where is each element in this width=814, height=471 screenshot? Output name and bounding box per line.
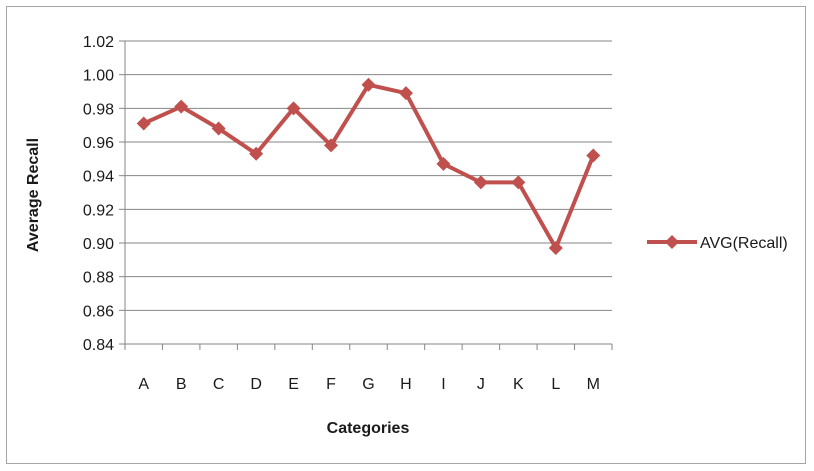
data-point-diamond-icon	[211, 121, 226, 136]
x-tick-label: D	[250, 376, 262, 393]
series-markers	[136, 77, 601, 256]
data-point-diamond-icon	[511, 175, 526, 190]
y-tick-label: 0.94	[83, 169, 114, 186]
x-tick-label: G	[362, 376, 374, 393]
data-point-diamond-icon	[286, 101, 301, 116]
x-tick-label: K	[513, 376, 524, 393]
y-axis-title: Average Recall	[25, 138, 42, 252]
y-tick-label: 0.84	[83, 337, 114, 354]
legend-label: AVG(Recall)	[700, 235, 788, 252]
x-tick-label: H	[400, 376, 412, 393]
x-tick-label: A	[138, 376, 149, 393]
data-point-diamond-icon	[324, 138, 339, 153]
data-point-diamond-icon	[473, 175, 488, 190]
legend-diamond-icon	[665, 235, 679, 249]
data-point-diamond-icon	[398, 86, 413, 101]
y-tick-label: 0.96	[83, 135, 114, 152]
data-point-diamond-icon	[548, 241, 563, 256]
y-tick-label: 0.88	[83, 270, 114, 287]
y-tick-label: 0.90	[83, 236, 114, 253]
x-tick-label: C	[213, 376, 225, 393]
data-point-diamond-icon	[249, 146, 264, 161]
data-point-diamond-icon	[174, 99, 189, 114]
data-point-diamond-icon	[436, 156, 451, 171]
legend: AVG(Recall)	[647, 235, 788, 252]
data-point-diamond-icon	[136, 116, 151, 131]
x-tick-label: I	[441, 376, 445, 393]
x-tick-label: J	[477, 376, 485, 393]
y-tick-label: 1.02	[83, 34, 114, 51]
series-line	[142, 82, 596, 251]
y-tick-label: 0.98	[83, 101, 114, 118]
x-tick-label: M	[587, 376, 600, 393]
x-axis-title: Categories	[327, 420, 410, 437]
axes	[119, 40, 613, 350]
y-tick-label: 0.92	[83, 202, 114, 219]
y-tick-label: 0.86	[83, 303, 114, 320]
x-tick-label: B	[176, 376, 187, 393]
series-lines	[142, 82, 596, 251]
x-tick-labels: A B C D E F G H I J K L M	[138, 376, 600, 393]
x-tick-label: E	[288, 376, 299, 393]
x-tick-label: F	[326, 376, 336, 393]
gridlines	[125, 40, 612, 311]
y-tick-labels: 0.84 0.86 0.88 0.90 0.92 0.94 0.96 0.98 1.00 1.02	[83, 34, 114, 354]
chart-frame	[6, 6, 806, 464]
data-point-diamond-icon	[361, 77, 376, 92]
x-tick-label: L	[551, 376, 560, 393]
data-point-diamond-icon	[586, 148, 601, 163]
y-tick-label: 1.00	[83, 68, 114, 85]
